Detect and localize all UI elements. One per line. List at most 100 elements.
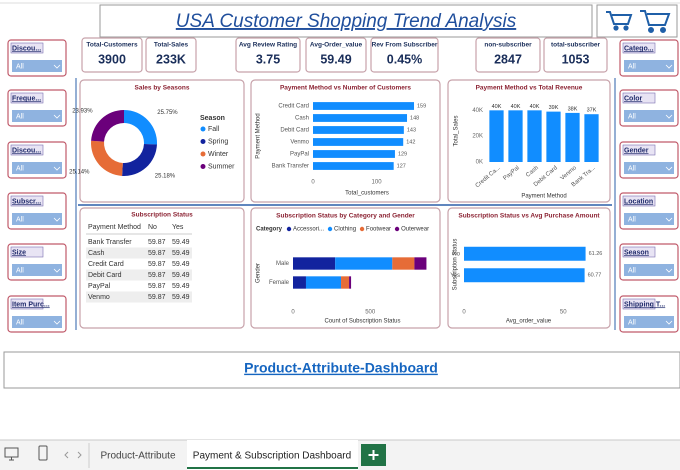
slicer-label-bg [622, 298, 656, 310]
next-tab[interactable] [77, 451, 82, 459]
table-cell: PayPal [88, 283, 111, 290]
page-link[interactable]: Product-Attribute-Dashboard [244, 360, 438, 376]
slicer-label-bg [10, 195, 44, 207]
legend-label: Summer [208, 163, 235, 170]
x-tick-label: 50 [560, 310, 567, 316]
y-tick-label: Credit Card [278, 104, 309, 110]
active-tab[interactable] [187, 440, 358, 470]
slicer-label: Freque... [12, 95, 41, 102]
y-tick-label: Bank Transfer [272, 164, 309, 170]
data-label: 159 [417, 103, 426, 109]
slicer-dropdown[interactable] [624, 316, 674, 328]
table-cell: Credit Card [88, 261, 124, 268]
kpi-value: 3900 [98, 52, 126, 66]
legend-swatch [200, 126, 206, 132]
slicer-label: Item Purc... [12, 301, 50, 308]
table-cell: Bank Transfer [88, 239, 132, 246]
slicer-dropdown[interactable] [12, 213, 62, 225]
legend-label: Outerwear [401, 227, 429, 233]
y-tick-label: Male [276, 261, 290, 267]
slicer-label: Season [624, 249, 649, 256]
slicer-label: Location [624, 198, 653, 205]
slicer-label-bg [622, 246, 656, 258]
slicer-dropdown[interactable] [12, 110, 62, 122]
bar [527, 110, 542, 162]
y-tick-label: 0K [476, 160, 483, 166]
tab[interactable]: Product-Attribute [100, 451, 175, 462]
desktop-view-icon[interactable] [4, 447, 19, 461]
kpi-value: 3.75 [256, 52, 280, 66]
tab[interactable]: Payment & Subscription Dashboard [193, 451, 351, 462]
table-cell: 59.49 [172, 294, 190, 301]
data-label: 37K [587, 108, 597, 114]
chevron [53, 64, 61, 69]
bar [313, 138, 404, 146]
data-label: 38K [568, 106, 578, 112]
table-row-bg [86, 247, 192, 259]
slicer-value: All [628, 165, 636, 172]
slicer-dropdown[interactable] [12, 162, 62, 174]
table-cell: 59.87 [148, 294, 166, 301]
y-tick-label: No [452, 251, 460, 257]
pie-slice [91, 110, 124, 142]
pie-slice [90, 140, 123, 176]
bar-segment [414, 257, 427, 270]
data-label: 40K [530, 104, 540, 110]
kpi-label: Total-Sales [154, 42, 189, 49]
kpi-label: Avg Review Rating [239, 42, 297, 49]
y-tick-label: Yes [450, 273, 460, 279]
prev-tab[interactable] [64, 451, 69, 459]
y-tick-label: Cash [295, 116, 309, 122]
slicer-label-bg [10, 92, 44, 104]
table-header: Yes [172, 224, 184, 231]
pie-slice [122, 143, 157, 177]
slicer-dropdown[interactable] [12, 264, 62, 276]
slice-label: 25.75% [157, 110, 178, 116]
legend-swatch [286, 226, 292, 232]
slicer-dropdown[interactable] [12, 316, 62, 328]
slicer-value: All [16, 319, 24, 326]
slicer-label-bg [10, 42, 44, 54]
table-header: No [148, 224, 157, 231]
kpi-value: 59.49 [320, 52, 351, 66]
kpi-value: 0.45% [387, 52, 422, 66]
kpi-value: 1053 [562, 52, 590, 66]
x-axis-label: Payment Method [521, 194, 566, 200]
kpi-value: 2847 [494, 52, 522, 66]
legend-swatch [359, 226, 365, 232]
slice-label: 25.18% [155, 173, 176, 179]
x-axis-label: Total_customers [345, 191, 389, 197]
bar [313, 162, 394, 170]
slicer-dropdown[interactable] [624, 213, 674, 225]
slicer-dropdown[interactable] [624, 162, 674, 174]
mobile-view-icon[interactable] [38, 445, 48, 461]
slicer-label: Discou... [12, 147, 41, 154]
data-label: 40K [511, 104, 521, 110]
slicer-dropdown[interactable] [624, 110, 674, 122]
bar [565, 112, 580, 162]
chart-title: Sales by Seasons [135, 85, 190, 92]
y-tick-label: Venmo [290, 140, 309, 146]
kpi-label: non-subscriber [484, 42, 532, 49]
slicer-dropdown[interactable] [12, 60, 62, 72]
chevron [53, 320, 61, 325]
table-cell: 59.87 [148, 239, 166, 246]
y-tick-label: Female [269, 280, 290, 286]
slicer-label: Shipping T... [624, 301, 665, 308]
legend-title: Category [256, 227, 283, 233]
link-box [3, 351, 680, 389]
kpi-label: Avg-Order_value [310, 42, 363, 49]
bar-segment [293, 257, 336, 270]
bar [464, 268, 585, 283]
legend-swatch [327, 226, 333, 232]
title-box [99, 4, 593, 38]
slicer-dropdown[interactable] [624, 60, 674, 72]
chevron [665, 268, 673, 273]
slicer-dropdown[interactable] [624, 264, 674, 276]
bar [313, 150, 395, 158]
kpi-card [235, 37, 301, 73]
y-axis-label: Subscription Status [453, 239, 459, 291]
legend-label: Winter [208, 151, 229, 158]
chevron [53, 166, 61, 171]
table-cell: 59.87 [148, 250, 166, 257]
